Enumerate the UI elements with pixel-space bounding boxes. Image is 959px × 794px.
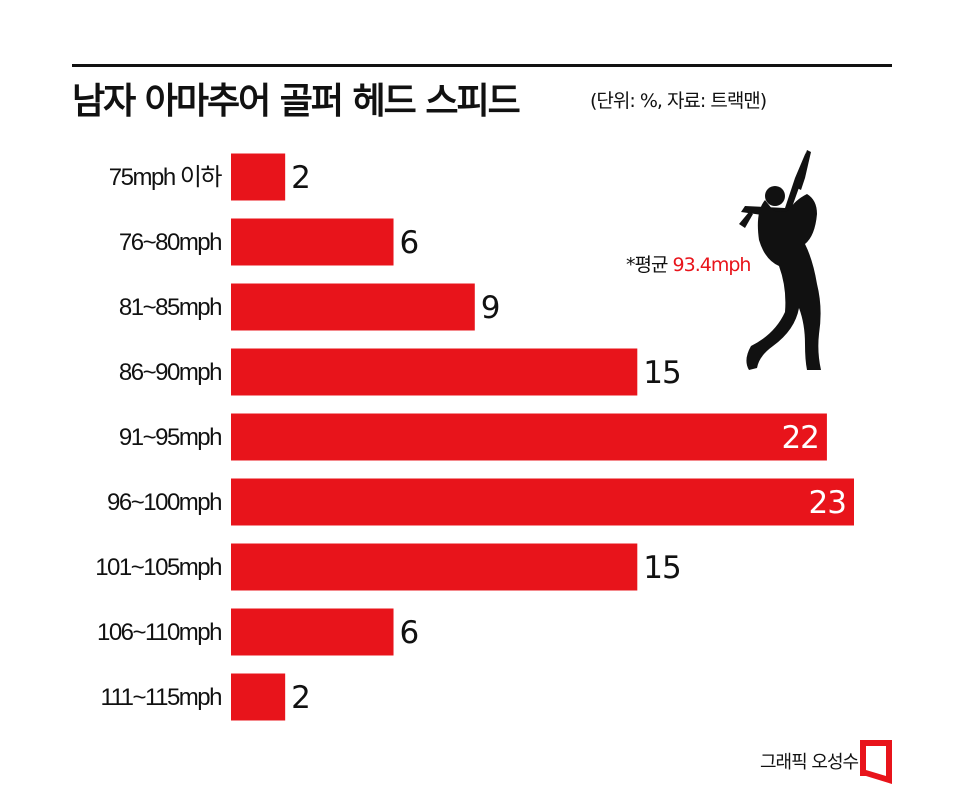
value-label: 23	[809, 485, 846, 521]
value-label: 15	[643, 550, 680, 586]
logo-mark-icon	[860, 740, 892, 784]
category-label: 81~85mph	[119, 294, 221, 321]
category-label: 106~110mph	[97, 619, 221, 646]
value-label: 15	[643, 355, 680, 391]
average-note-value: 93.4mph	[672, 254, 752, 276]
top-rule	[72, 64, 892, 67]
bar	[231, 543, 638, 591]
chart-title: 남자 아마추어 골퍼 헤드 스피드	[72, 81, 521, 122]
average-note: *평균 93.4mph	[626, 250, 752, 277]
value-label: 6	[400, 225, 419, 261]
category-label: 76~80mph	[119, 229, 221, 256]
value-label: 22	[781, 420, 818, 456]
bar	[231, 673, 286, 721]
value-label: 2	[291, 160, 310, 196]
golfer-silhouette-icon	[739, 150, 821, 370]
bar	[231, 608, 394, 656]
category-label: 96~100mph	[107, 489, 221, 516]
bar	[231, 218, 394, 266]
category-label: 111~115mph	[101, 684, 222, 711]
category-label: 75mph 이하	[109, 164, 223, 191]
bar	[231, 413, 827, 461]
value-label: 9	[481, 290, 500, 326]
category-label: 86~90mph	[119, 359, 221, 386]
bar	[231, 478, 854, 526]
category-label: 91~95mph	[119, 424, 221, 451]
bar	[231, 348, 638, 396]
chart-subtitle: (단위: %, 자료: 트랙맨)	[590, 90, 767, 112]
average-note-prefix: *평균	[626, 254, 668, 276]
bar	[231, 153, 286, 201]
value-label: 2	[291, 680, 310, 716]
bar	[231, 283, 475, 331]
graphic-credit: 그래픽 오성수	[760, 752, 859, 773]
value-label: 6	[400, 615, 419, 651]
category-label: 101~105mph	[95, 554, 221, 581]
